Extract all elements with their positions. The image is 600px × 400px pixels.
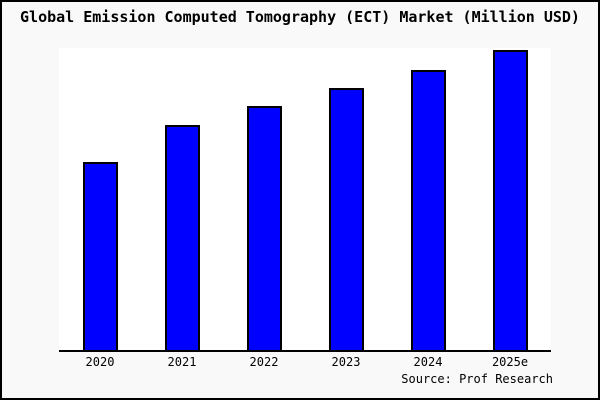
x-tick-label-2021: 2021	[167, 355, 197, 369]
x-axis-tick-labels: 2020 2021 2022 2023 2024 2025e	[59, 355, 551, 369]
x-tick-label-2022: 2022	[249, 355, 279, 369]
bar-slot	[141, 48, 223, 350]
bars-container	[59, 48, 551, 350]
bar-slot	[305, 48, 387, 350]
bar-slot	[223, 48, 305, 350]
x-tick-label-2020: 2020	[85, 355, 115, 369]
bar-2021	[164, 125, 200, 350]
bar-slot	[469, 48, 551, 350]
bar-2020	[82, 162, 118, 350]
x-tick-label-2025e: 2025e	[491, 355, 529, 369]
bar-slot	[387, 48, 469, 350]
bar-slot	[59, 48, 141, 350]
x-tick-label-2023: 2023	[331, 355, 361, 369]
bar-2023	[328, 88, 364, 350]
source-caption: Source: Prof Research	[401, 372, 553, 386]
bar-2025e	[492, 50, 528, 350]
bar-2024	[410, 70, 446, 350]
bar-2022	[246, 106, 282, 350]
x-tick-label-2024: 2024	[413, 355, 443, 369]
plot-area	[59, 48, 551, 352]
chart-title: Global Emission Computed Tomography (ECT…	[20, 8, 580, 26]
